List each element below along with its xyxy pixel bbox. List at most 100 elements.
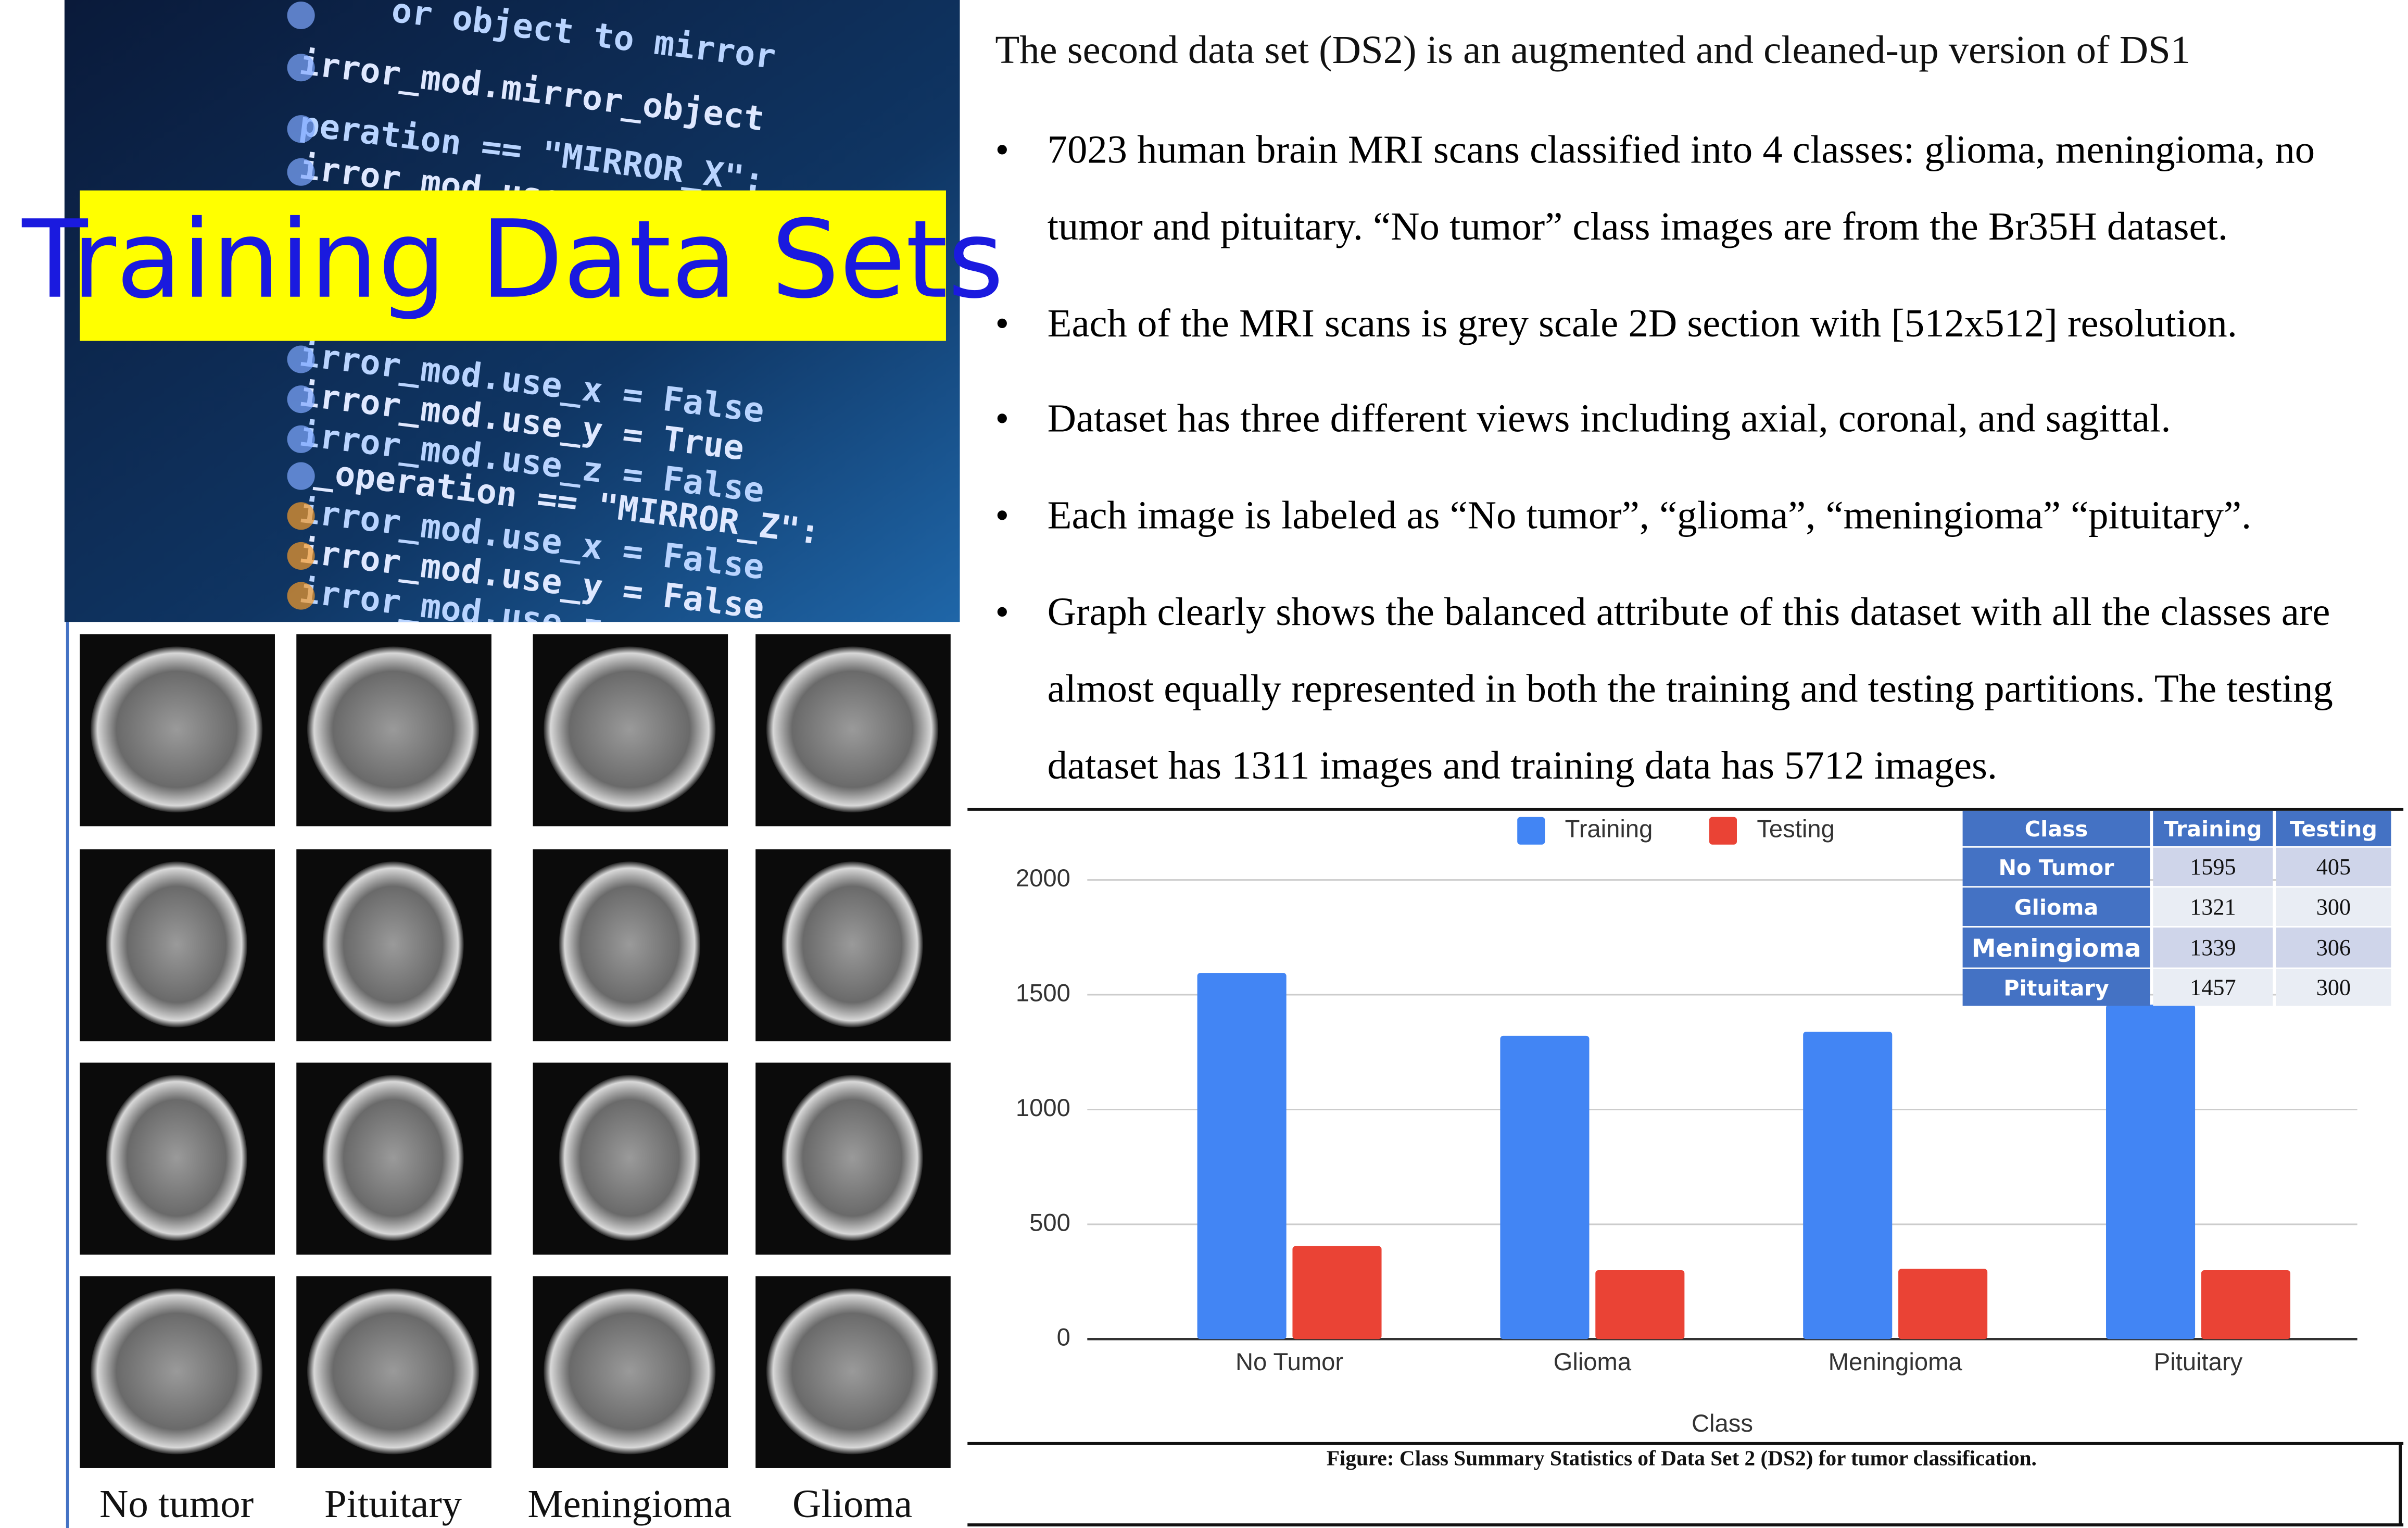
bar	[1595, 1270, 1685, 1339]
mri-brain	[322, 1075, 464, 1241]
code-glow	[287, 542, 315, 570]
bullet-text: Dataset has three different views includ…	[1047, 396, 2171, 441]
table-row-header-cell	[1962, 887, 2150, 926]
x-tick-label: Pituitary	[2154, 1348, 2243, 1375]
code-glow	[287, 582, 315, 610]
title-box	[80, 190, 946, 341]
table-cell	[2153, 928, 2273, 968]
figure-caption: Figure: Class Summary Statistics of Data…	[1327, 1446, 2037, 1471]
mri-brain	[766, 1288, 939, 1455]
table-header-cell	[1962, 810, 2150, 846]
table-cell	[2276, 887, 2391, 926]
table-cell	[2153, 969, 2273, 1006]
slide-title: Training Data Sets	[21, 197, 1004, 322]
mri-brain	[766, 646, 939, 812]
mri-brain	[544, 646, 716, 812]
mri-brain	[91, 646, 263, 812]
table-cell	[2276, 928, 2391, 968]
table-cell	[2276, 847, 2391, 886]
legend-label: Testing	[1757, 815, 1834, 843]
table-row-label: Glioma	[2014, 895, 2098, 920]
table-value: 300	[2316, 975, 2351, 1000]
mri-brain	[106, 861, 247, 1028]
image-label: No tumor	[99, 1482, 254, 1526]
table-value: 1457	[2190, 975, 2236, 1000]
table-header: Testing	[2290, 817, 2377, 842]
image-label: Pituitary	[324, 1482, 462, 1526]
legend-swatch	[1709, 817, 1737, 845]
bullet-item: • Each of the MRI scans is grey scale 2D …	[995, 285, 2377, 362]
image-label: Meningioma	[527, 1482, 732, 1526]
bar	[2201, 1270, 2290, 1339]
code-glow	[287, 425, 315, 453]
mri-brain	[781, 861, 923, 1028]
x-tick-label: No Tumor	[1235, 1348, 1343, 1375]
table-header-cell	[2276, 810, 2391, 846]
y-tick-label: 1500	[1016, 979, 1070, 1006]
mri-brain	[781, 1075, 923, 1241]
mri-brain	[559, 861, 701, 1028]
x-tick-label: Glioma	[1554, 1348, 1632, 1375]
mri-brain	[544, 1288, 716, 1455]
table-header-cell	[2153, 810, 2273, 846]
x-axis-title: Class	[1692, 1409, 1753, 1437]
x-tick-label: Meningioma	[1829, 1348, 1963, 1375]
bar	[1898, 1269, 1988, 1339]
legend-swatch	[1517, 817, 1545, 845]
code-glow	[287, 54, 315, 82]
table-row-header-cell	[1962, 847, 2150, 886]
bullet-text: Graph clearly shows the balanced attribu…	[1047, 590, 2333, 788]
mri-brain	[106, 1075, 247, 1241]
legend-label: Training	[1565, 815, 1653, 843]
bullet-item: • Dataset has three different views inclu…	[995, 381, 2377, 457]
bullet-dot: •	[995, 396, 1010, 441]
image-label: Glioma	[792, 1482, 912, 1526]
table-cell	[2153, 847, 2273, 886]
bullet-item: • Each image is labeled as “No tumor”, “g…	[995, 478, 2377, 554]
bullet-item: • 7023 human brain MRI scans classified i…	[995, 112, 2377, 266]
table-row-label: Pituitary	[2003, 975, 2109, 1000]
code-glow	[287, 385, 315, 414]
mri-brain	[307, 646, 480, 812]
intro-text: The second data set (DS2) is an augmente…	[995, 28, 2191, 72]
table-value: 306	[2316, 935, 2351, 960]
code-glow	[287, 158, 315, 186]
bar	[1500, 1035, 1590, 1339]
mri-brain	[307, 1288, 480, 1455]
code-glow	[287, 115, 315, 143]
bullet-dot: •	[995, 493, 1010, 538]
code-glow	[287, 462, 315, 490]
y-tick-label: 500	[1029, 1208, 1070, 1236]
bullet-text: Each image is labeled as “No tumor”, “gl…	[1047, 493, 2252, 538]
table-value: 1339	[2190, 935, 2236, 960]
bullet-text: Each of the MRI scans is grey scale 2D s…	[1047, 300, 2237, 346]
bullet-text: 7023 human brain MRI scans classified in…	[1047, 127, 2315, 249]
table-cell	[2276, 969, 2391, 1006]
summary-table: Class Training Testing No Tumor 1595 405 Gliom…	[1962, 810, 2391, 1006]
table-value: 1595	[2190, 854, 2236, 880]
y-tick-label: 0	[1057, 1323, 1070, 1351]
code-glow	[287, 1, 315, 30]
table-header: Class	[2025, 817, 2088, 842]
mri-brain	[91, 1288, 263, 1455]
bullet-dot: •	[995, 127, 1010, 172]
table-row-label: No Tumor	[1999, 855, 2115, 880]
bar	[1197, 973, 1287, 1339]
code-glow	[287, 502, 315, 530]
table-row-header-cell	[1962, 969, 2150, 1006]
table-row-header-cell	[1962, 928, 2150, 968]
y-tick-label: 2000	[1016, 864, 1070, 892]
y-tick-label: 1000	[1016, 1094, 1070, 1121]
chart: 0 500 1000 1500 2000 No Tumor Glioma Meningioma…	[1016, 815, 2357, 1437]
table-value: 405	[2316, 854, 2351, 880]
code-glow	[287, 345, 315, 373]
bar	[1292, 1246, 1382, 1339]
bullet-dot: •	[995, 590, 1010, 634]
mri-brain	[559, 1075, 701, 1241]
bar	[1803, 1031, 1893, 1339]
table-header: Training	[2164, 817, 2262, 842]
bar	[2106, 1004, 2196, 1339]
